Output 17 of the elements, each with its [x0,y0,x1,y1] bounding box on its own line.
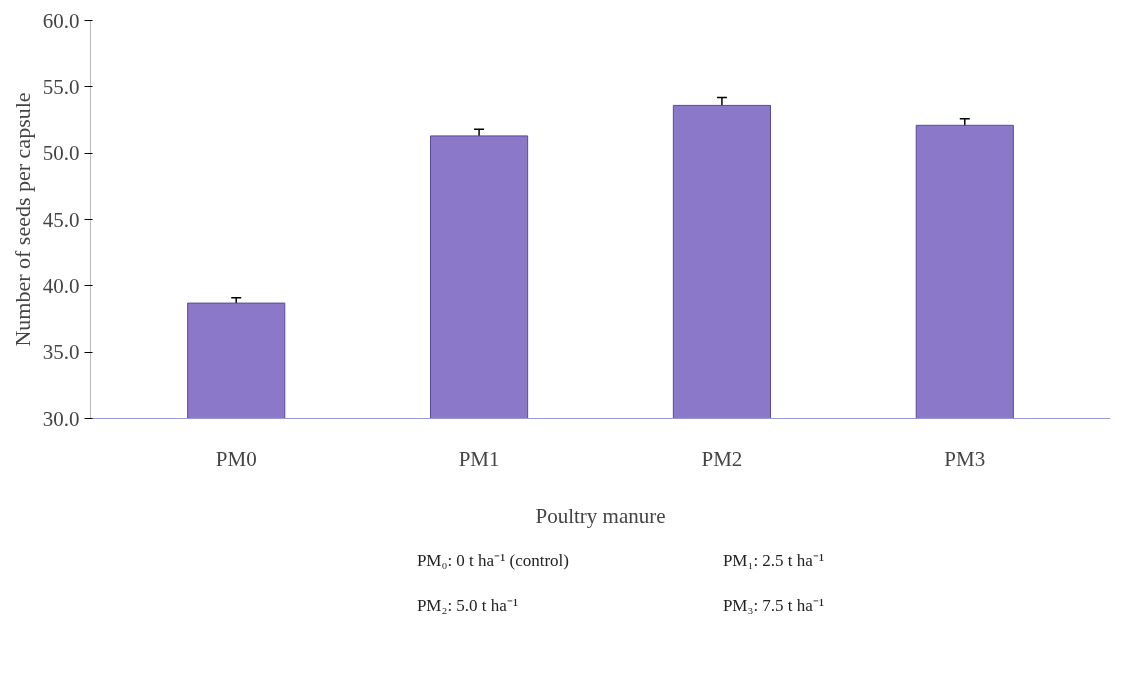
y-tick-label: 40.0 [42,273,80,298]
x-tick-label: PM3 [944,446,986,471]
x-tick-label: PM2 [701,446,743,471]
x-tick-label: PM1 [458,446,500,471]
x-tick-label: PM0 [215,446,257,471]
text: PM₁: 2.5 t ha⁻¹ [722,551,824,570]
y-tick-label: 55.0 [42,74,80,99]
y-tick-label: 60.0 [42,8,80,33]
text: PM₀: 0 t ha⁻¹ (control) [416,551,569,570]
text: PM₂: 5.0 t ha⁻¹ [416,596,518,615]
text: PM₃: 7.5 t ha⁻¹ [722,596,824,615]
x-axis-title: Poultry manure [535,503,666,528]
y-tick-label: 30.0 [42,406,80,431]
y-tick-label: 35.0 [42,340,80,365]
y-tick-label: 45.0 [42,207,80,232]
y-axis-title: Number of seeds per capsule [9,92,35,347]
y-tick-label: 50.0 [42,141,80,166]
